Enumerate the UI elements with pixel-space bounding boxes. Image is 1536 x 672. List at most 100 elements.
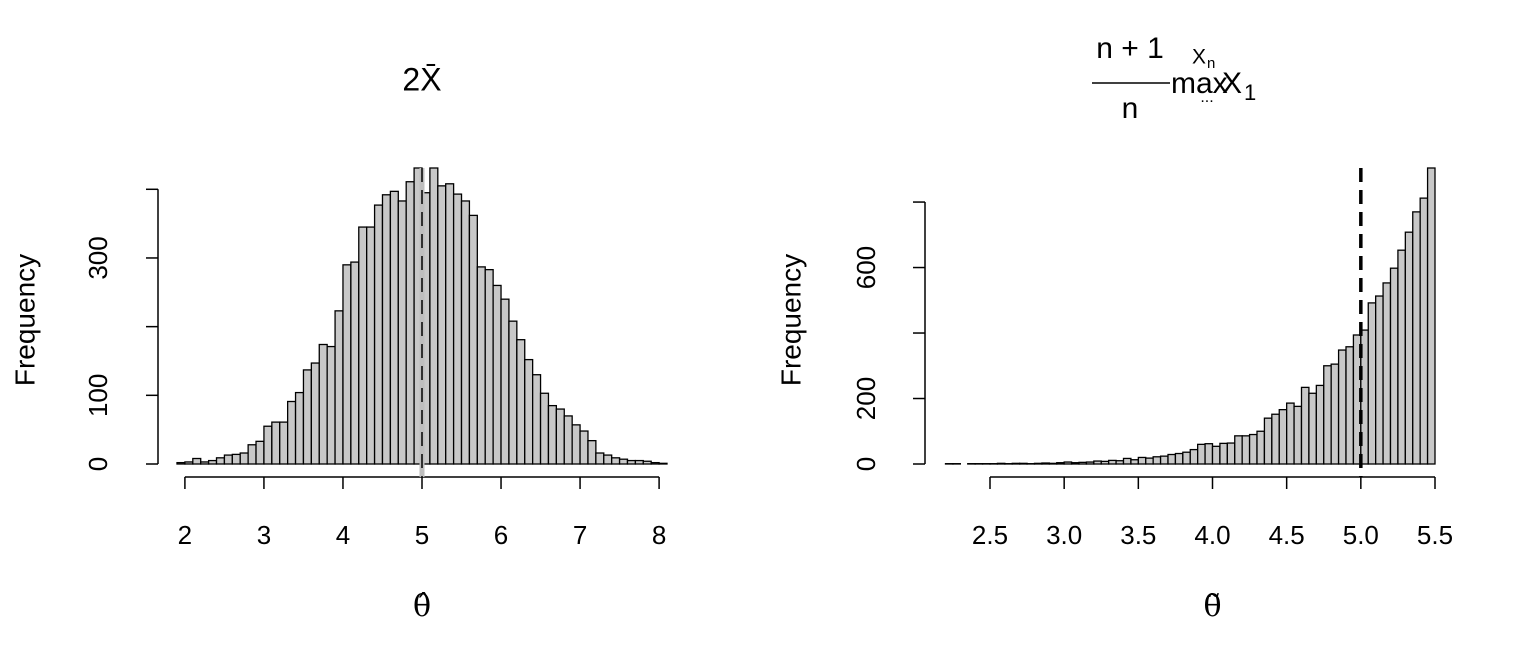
bar — [634, 459, 644, 465]
bar — [389, 190, 399, 465]
x-tick-label: 6 — [494, 520, 508, 550]
bar — [1367, 302, 1377, 465]
bar — [658, 462, 668, 465]
bar — [650, 461, 660, 465]
x-tick-label: 3 — [257, 520, 271, 550]
bar — [1226, 442, 1236, 465]
bar — [1300, 386, 1310, 465]
bar — [571, 424, 581, 465]
bar — [1189, 448, 1199, 465]
bar — [1197, 443, 1206, 465]
bar — [1256, 430, 1266, 465]
title-upper: X — [1192, 46, 1206, 69]
bar — [373, 204, 384, 465]
x-tick-label: 3.0 — [1046, 520, 1082, 550]
bar — [476, 266, 486, 465]
title-denominator: n — [1122, 92, 1139, 125]
formula-title: n + 1 n max X n ... X 1 — [1092, 32, 1256, 125]
bar — [1174, 452, 1184, 465]
bar — [1397, 249, 1406, 465]
bar — [1041, 462, 1050, 465]
bar — [626, 459, 637, 465]
bar — [1330, 363, 1340, 465]
bar — [279, 421, 289, 465]
bar — [484, 268, 494, 465]
bar — [247, 444, 257, 465]
bar — [1011, 462, 1021, 465]
bar — [271, 421, 281, 465]
y-tick-label: 300 — [83, 236, 113, 279]
bar — [1293, 405, 1303, 465]
bar — [516, 339, 526, 465]
bar — [618, 458, 629, 465]
bar — [184, 461, 194, 465]
bar — [1130, 459, 1139, 465]
bar — [350, 261, 360, 465]
title-upper-sub: n — [1207, 55, 1215, 72]
bar — [1234, 435, 1243, 465]
bar — [1085, 461, 1095, 465]
bar — [563, 415, 573, 465]
bar — [468, 214, 478, 465]
bar — [587, 439, 597, 465]
bar — [1286, 402, 1295, 465]
bar — [1019, 462, 1028, 465]
bar — [1263, 417, 1273, 465]
x-tick-label: 4.5 — [1269, 520, 1305, 550]
bar — [1167, 453, 1177, 465]
x-tick-label: 5.5 — [1417, 520, 1453, 550]
bar — [215, 457, 226, 465]
bar — [1145, 457, 1154, 465]
bar — [200, 461, 210, 465]
bar — [1278, 408, 1288, 465]
bar — [192, 457, 202, 465]
bar — [1248, 433, 1258, 465]
y-tick-label: 600 — [851, 246, 881, 289]
bar — [358, 226, 368, 465]
bar — [1056, 462, 1065, 465]
bar — [579, 430, 589, 465]
bar — [1323, 365, 1332, 465]
bar — [286, 400, 297, 465]
x-tick-label: 7 — [573, 520, 587, 550]
bar — [1412, 211, 1421, 465]
bar — [326, 345, 336, 465]
bar — [996, 462, 1006, 465]
bar — [452, 193, 463, 465]
title-operator: max — [1171, 67, 1228, 100]
bar — [334, 310, 344, 465]
bar — [500, 298, 510, 465]
bar — [1337, 349, 1347, 465]
bar — [1063, 461, 1073, 465]
bar — [1100, 460, 1110, 465]
x-tick-label: 4 — [336, 520, 350, 550]
bar — [231, 453, 241, 465]
bar — [595, 452, 605, 465]
bar — [1211, 445, 1221, 465]
bar — [1389, 267, 1399, 465]
bar — [397, 200, 407, 465]
bar — [1093, 460, 1102, 465]
y-tick-label: 0 — [83, 457, 113, 471]
bar — [1426, 167, 1436, 465]
bar — [1204, 443, 1214, 465]
bar — [1137, 456, 1147, 465]
y-tick-label: 200 — [851, 377, 881, 420]
x-tick-label: 2.5 — [972, 520, 1008, 550]
x-axis-label: θ̂ — [413, 589, 431, 624]
title-lower: ... — [1200, 89, 1213, 106]
bar — [642, 460, 652, 465]
title-operand-sub: 1 — [1244, 80, 1256, 105]
bar — [255, 440, 265, 465]
x-tick-label: 5 — [415, 520, 429, 550]
x-axis-label: θ̃ — [1203, 589, 1221, 624]
bar — [611, 457, 621, 465]
bar — [310, 362, 320, 465]
title-numerator: n + 1 — [1096, 32, 1164, 65]
bar — [555, 408, 565, 465]
bar — [1345, 346, 1355, 465]
x-tick-label: 5.0 — [1343, 520, 1379, 550]
bar — [1070, 462, 1080, 465]
